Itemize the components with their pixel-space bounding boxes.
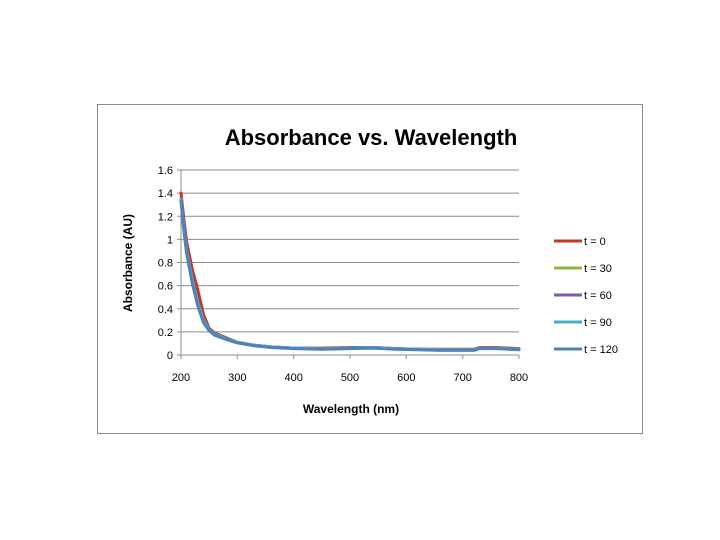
- series-line-t-90: [179, 197, 521, 352]
- x-tick-label: 600: [397, 372, 415, 384]
- y-tick-label: 1.6: [158, 165, 173, 177]
- legend-label: t = 120: [584, 344, 618, 356]
- series-layer: [179, 191, 521, 352]
- y-tick-label: 1: [167, 234, 173, 246]
- y-tick-label: 0: [167, 350, 173, 362]
- x-tick-label: 800: [510, 372, 528, 384]
- x-axis-title: Wavelength (nm): [303, 402, 399, 416]
- y-tick-label: 0.2: [158, 327, 173, 339]
- absorbance-chart: Absorbance vs. Wavelength 0 0.2 0.4 0.6 0.8 1…: [121, 125, 618, 416]
- y-tick-label: 0.6: [158, 281, 173, 293]
- series-line-t-60: [179, 197, 521, 352]
- x-tick-label: 300: [228, 372, 246, 384]
- legend-label: t = 60: [584, 290, 612, 302]
- legend-label: t = 0: [584, 236, 606, 248]
- legend-label: t = 90: [584, 317, 612, 329]
- x-tick-label: 700: [453, 372, 471, 384]
- series-line-t-120: [179, 199, 521, 352]
- y-tick-label: 1.4: [158, 188, 173, 200]
- chart-title: Absorbance vs. Wavelength: [225, 125, 518, 150]
- y-tick-label: 1.2: [158, 211, 173, 223]
- y-tick-label: 0.4: [158, 304, 173, 316]
- y-tick-label: 0.8: [158, 258, 173, 270]
- legend: t = 0 t = 30 t = 60 t = 90 t = 120: [554, 236, 618, 356]
- x-tick-label: 500: [341, 372, 359, 384]
- x-tick-label: 200: [172, 372, 190, 384]
- chart-frame: Absorbance vs. Wavelength 0 0.2 0.4 0.6 0.8 1…: [97, 104, 643, 434]
- grid-layer: [181, 169, 519, 333]
- legend-label: t = 30: [584, 263, 612, 275]
- x-tick-label: 400: [284, 372, 302, 384]
- series-line-t-30: [179, 197, 521, 352]
- y-axis-title: Absorbance (AU): [121, 214, 135, 312]
